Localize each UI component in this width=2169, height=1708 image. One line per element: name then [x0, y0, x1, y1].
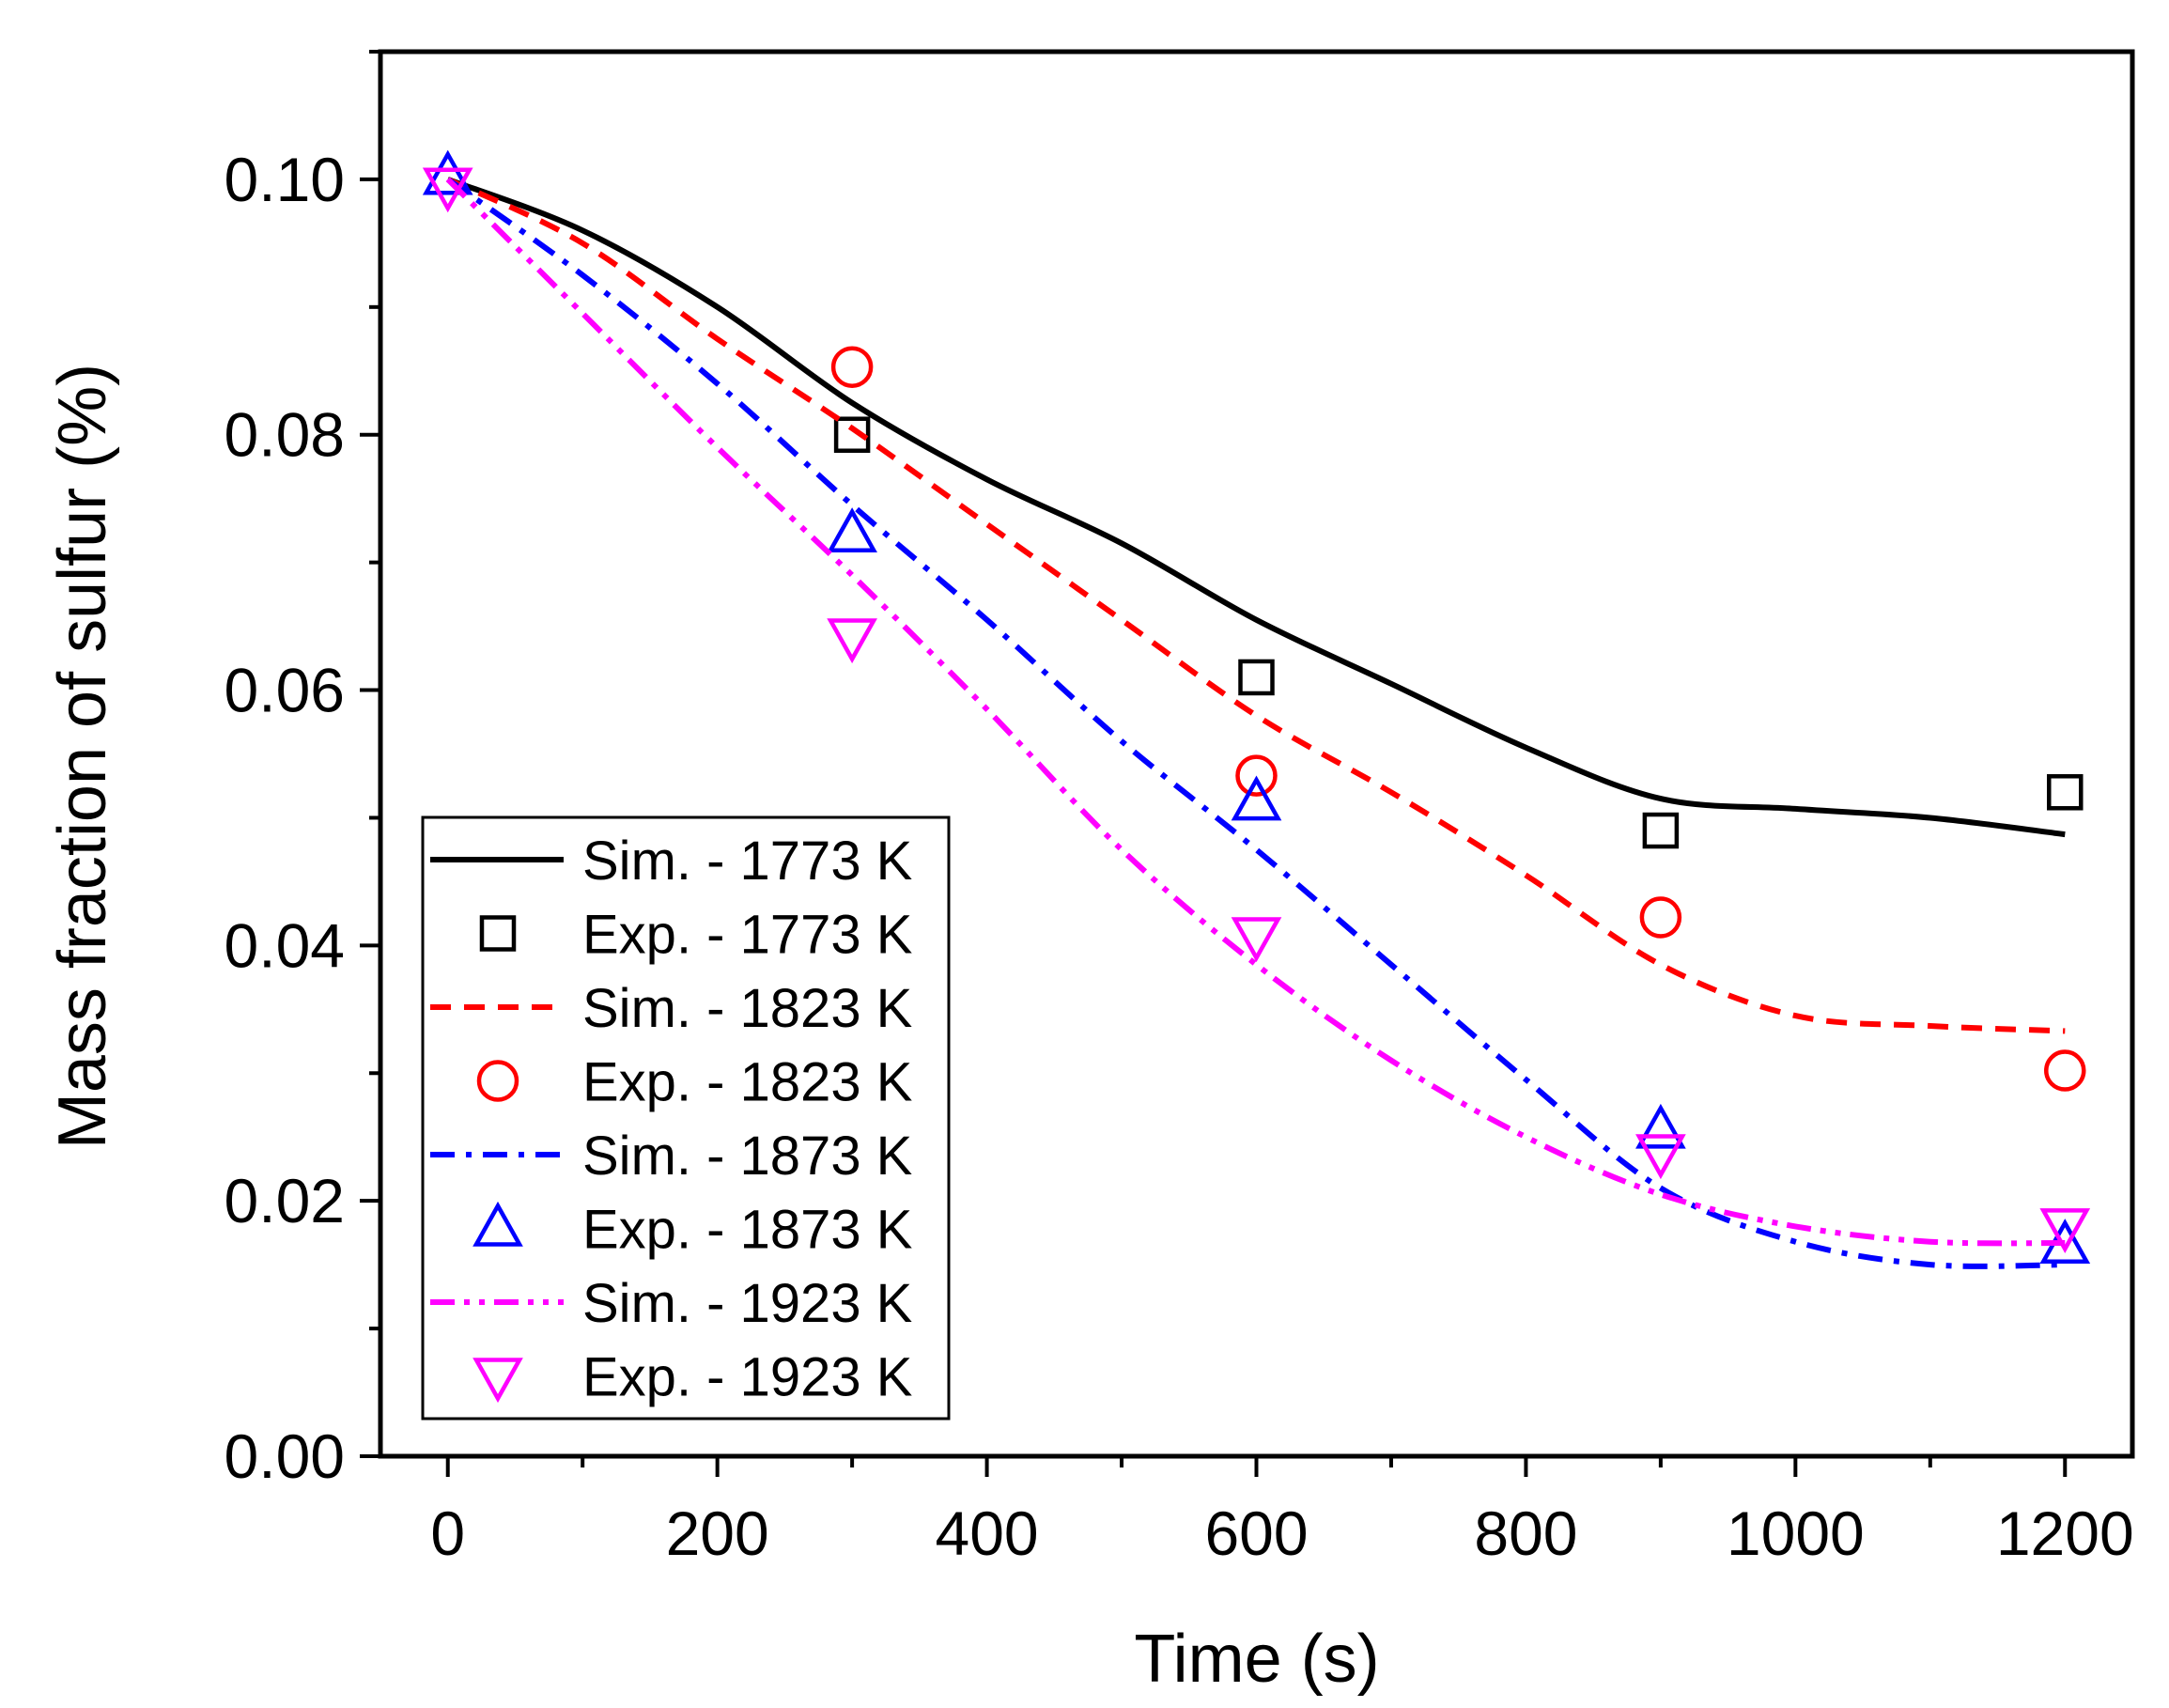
- legend-swatch: [473, 1358, 523, 1404]
- y-tick-label: 0.06: [225, 656, 345, 725]
- legend-label: Exp. - 1823 K: [582, 1052, 913, 1113]
- series-sim-1823-k: [446, 177, 2066, 1034]
- legend-swatch: [479, 915, 517, 952]
- legend: Sim. - 1773 K Exp. - 1773 K Sim. - 1823 K E…: [421, 815, 951, 1421]
- data-point: [1235, 754, 1278, 797]
- series-sim-1923-k: [445, 177, 2066, 1247]
- data-point: [830, 346, 874, 388]
- series-line: [445, 177, 2066, 1269]
- axes-ticks: 0 200 400 600 800 1000 1200 0.00 0.02 0.04 0.06 0.0…: [225, 50, 2134, 1568]
- series-exp-1923-k: [422, 167, 2091, 1253]
- legend-item: Exp. - 1873 K: [473, 1200, 913, 1261]
- x-tick-label: 0: [430, 1498, 465, 1568]
- data-point: [827, 618, 877, 664]
- legend-item: Exp. - 1923 K: [473, 1347, 913, 1408]
- data-point: [1635, 1103, 1686, 1149]
- legend-label: Sim. - 1923 K: [582, 1273, 913, 1334]
- legend-item: Sim. - 1773 K: [430, 831, 913, 892]
- series-sim-1773-k: [446, 177, 2066, 838]
- x-tick-label: 600: [1204, 1498, 1308, 1568]
- series-exp-1823-k: [830, 346, 2086, 1092]
- x-tick-label: 200: [666, 1498, 769, 1568]
- x-tick-label: 400: [936, 1498, 1039, 1568]
- series-exp-1873-k: [422, 149, 2091, 1264]
- data-point: [1238, 659, 1275, 696]
- legend-label: Exp. - 1873 K: [582, 1200, 913, 1261]
- y-tick-label: 0.00: [225, 1421, 345, 1491]
- legend-item: Exp. - 1823 K: [476, 1052, 913, 1113]
- legend-item: Exp. - 1773 K: [479, 905, 913, 966]
- data-point: [827, 507, 877, 552]
- data-point: [2044, 1049, 2086, 1092]
- legend-swatch: [476, 1060, 519, 1102]
- legend-label: Exp. - 1923 K: [582, 1347, 913, 1408]
- legend-item: Sim. - 1873 K: [430, 1126, 913, 1187]
- data-point: [833, 416, 871, 453]
- data-point: [422, 167, 473, 213]
- legend-label: Sim. - 1773 K: [582, 831, 913, 892]
- y-tick-label: 0.10: [225, 145, 345, 214]
- data-point: [422, 149, 473, 195]
- data-point: [1231, 917, 1282, 963]
- series-layer: [422, 149, 2091, 1269]
- data-point: [1231, 775, 1282, 821]
- y-tick-label: 0.04: [225, 910, 345, 980]
- legend-label: Exp. - 1773 K: [582, 905, 913, 966]
- y-tick-label: 0.08: [225, 400, 345, 470]
- series-line: [445, 177, 2066, 1247]
- data-point: [1635, 1134, 1686, 1180]
- x-tick-label: 1000: [1727, 1498, 1865, 1568]
- x-tick-label: 1200: [1996, 1498, 2134, 1568]
- series-line: [446, 177, 2066, 838]
- legend-label: Sim. - 1873 K: [582, 1126, 913, 1187]
- data-point: [1639, 896, 1682, 939]
- series-exp-1773-k: [833, 416, 2084, 849]
- legend-item: Sim. - 1823 K: [430, 978, 913, 1039]
- series-sim-1873-k: [445, 177, 2066, 1269]
- x-axis-title: Time (s): [1134, 1622, 1379, 1697]
- data-point: [1642, 812, 1680, 849]
- data-point: [2039, 1208, 2091, 1253]
- legend-swatch: [473, 1201, 523, 1247]
- legend-item: Sim. - 1923 K: [430, 1273, 913, 1334]
- y-axis-title: Mass fraction of sulfur (%): [45, 364, 120, 1149]
- data-point: [2047, 774, 2084, 811]
- legend-label: Sim. - 1823 K: [582, 978, 913, 1039]
- x-tick-label: 800: [1474, 1498, 1577, 1568]
- series-line: [446, 177, 2066, 1034]
- y-tick-label: 0.02: [225, 1166, 345, 1235]
